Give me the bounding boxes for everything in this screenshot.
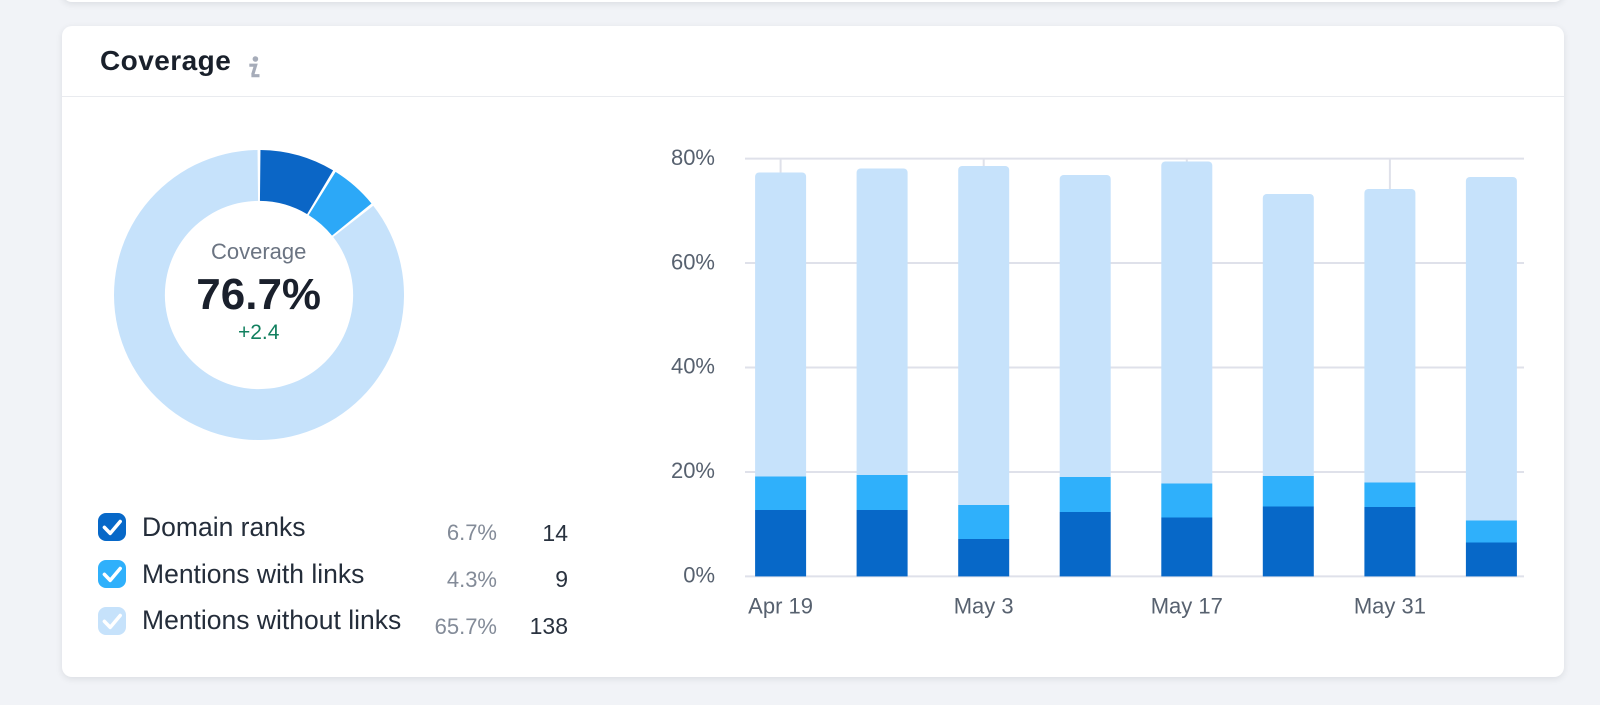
svg-text:40%: 40%	[671, 354, 715, 379]
svg-text:20%: 20%	[671, 458, 715, 483]
svg-text:May 31: May 31	[1354, 594, 1426, 619]
svg-text:May 3: May 3	[954, 594, 1014, 619]
svg-text:80%: 80%	[671, 145, 715, 170]
svg-text:60%: 60%	[671, 249, 715, 274]
svg-text:Apr 19: Apr 19	[748, 594, 813, 619]
svg-text:May 17: May 17	[1151, 594, 1223, 619]
svg-text:0%: 0%	[683, 563, 715, 588]
